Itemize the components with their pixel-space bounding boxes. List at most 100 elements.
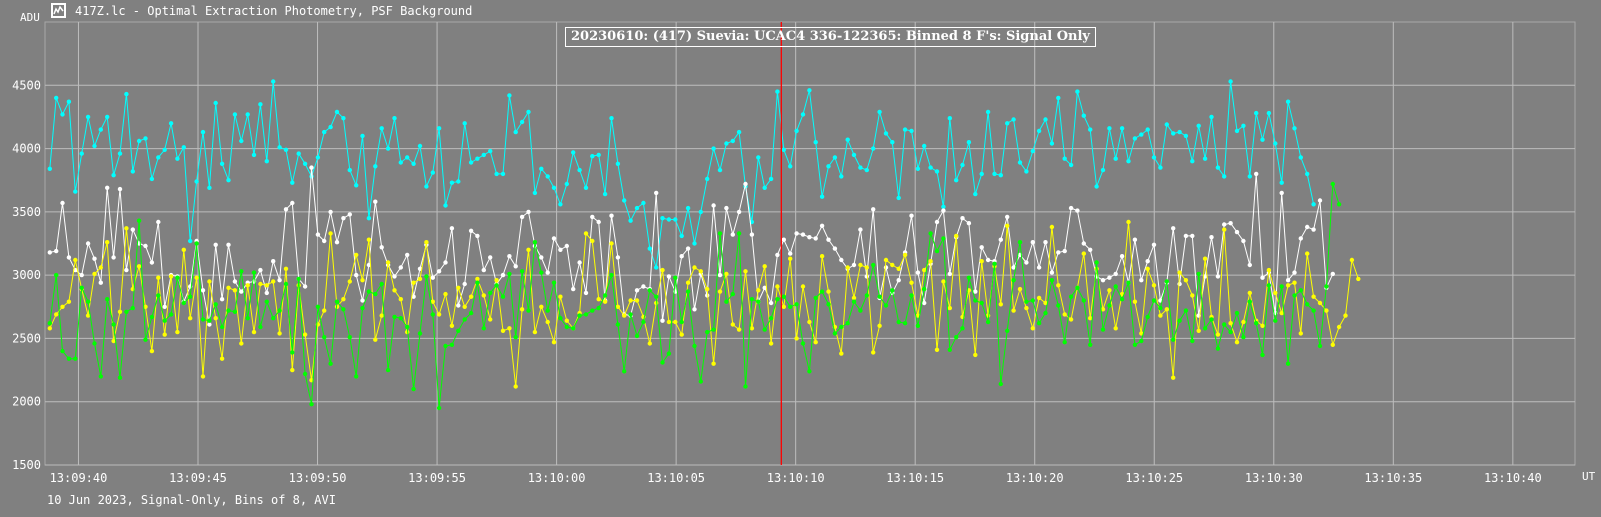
data-point <box>1113 156 1118 161</box>
y-tick-label: 2500 <box>12 331 41 345</box>
data-point <box>226 242 231 247</box>
data-point <box>251 152 257 158</box>
data-point <box>513 335 518 340</box>
data-point <box>736 209 742 215</box>
data-point <box>628 218 633 223</box>
data-point <box>883 257 889 263</box>
data-point <box>564 181 569 187</box>
data-point <box>168 274 174 279</box>
data-point <box>609 241 614 246</box>
data-point <box>85 114 91 120</box>
data-point <box>373 291 378 297</box>
data-point <box>79 272 84 278</box>
data-point <box>998 173 1003 178</box>
data-point <box>1132 299 1138 304</box>
data-point <box>188 238 193 244</box>
data-point <box>660 216 665 221</box>
data-point <box>124 267 129 273</box>
data-point <box>302 371 308 377</box>
data-point <box>813 140 818 145</box>
data-point <box>1049 141 1055 146</box>
data-point <box>200 317 206 322</box>
data-point <box>1132 342 1138 347</box>
data-point <box>232 112 238 117</box>
data-point <box>954 335 959 340</box>
y-tick-label: 1500 <box>12 458 41 472</box>
data-point <box>590 308 595 313</box>
data-point <box>1196 271 1201 277</box>
data-point <box>79 285 84 290</box>
data-point <box>1132 237 1138 242</box>
data-point <box>392 314 397 320</box>
data-point <box>488 290 493 296</box>
data-point <box>124 226 129 231</box>
data-point <box>1030 240 1036 245</box>
data-point <box>807 235 812 240</box>
data-point <box>1254 171 1259 177</box>
data-point <box>85 241 91 246</box>
data-point <box>622 313 627 318</box>
data-point <box>762 285 767 290</box>
data-point <box>896 319 901 325</box>
data-point <box>660 360 665 365</box>
data-point <box>775 252 780 258</box>
series-1-line <box>49 167 1334 325</box>
y-tick-label: 3500 <box>12 205 41 219</box>
data-point <box>468 310 474 316</box>
data-point <box>979 259 984 264</box>
data-point <box>1139 338 1144 344</box>
data-point <box>705 286 710 292</box>
series-0-line <box>49 81 1315 268</box>
data-point <box>979 171 984 177</box>
data-point <box>1126 159 1131 164</box>
data-point <box>1298 236 1304 241</box>
data-point <box>1241 335 1246 340</box>
x-tick-label: 13:10:40 <box>1484 471 1542 485</box>
data-point <box>583 312 589 317</box>
data-point <box>807 319 812 325</box>
data-point <box>1056 250 1061 255</box>
x-tick-label: 13:10:00 <box>528 471 586 485</box>
data-point <box>928 259 933 264</box>
data-point <box>1349 257 1355 263</box>
data-point <box>934 219 940 225</box>
data-point <box>1062 156 1067 161</box>
data-point <box>207 322 212 327</box>
data-point <box>468 294 474 299</box>
data-point <box>896 195 901 201</box>
data-point <box>634 298 640 303</box>
data-point <box>1171 337 1176 342</box>
data-point <box>436 269 442 274</box>
data-point <box>251 270 257 275</box>
data-point <box>966 221 972 226</box>
data-point <box>315 155 321 160</box>
data-point <box>251 329 257 335</box>
data-point <box>788 304 793 309</box>
data-point <box>379 281 384 287</box>
data-point <box>1068 294 1074 299</box>
data-point <box>909 280 914 285</box>
data-point <box>213 100 218 106</box>
data-point <box>143 337 148 342</box>
data-point <box>1260 352 1265 358</box>
data-point <box>500 294 506 299</box>
data-point <box>213 316 218 321</box>
data-point <box>768 316 774 321</box>
data-point <box>296 276 301 282</box>
data-point <box>117 186 123 192</box>
data-point <box>1273 141 1278 146</box>
data-point <box>143 304 148 309</box>
data-point <box>519 214 525 220</box>
data-point <box>443 291 448 297</box>
data-point <box>641 319 646 325</box>
data-point <box>1292 293 1297 298</box>
data-point <box>156 219 161 225</box>
data-point <box>105 297 110 302</box>
data-point <box>1215 165 1221 170</box>
data-point <box>143 243 148 249</box>
data-point <box>1017 240 1023 245</box>
data-point <box>807 88 812 93</box>
data-point <box>992 261 997 266</box>
data-point <box>679 254 684 259</box>
data-point <box>711 327 716 332</box>
